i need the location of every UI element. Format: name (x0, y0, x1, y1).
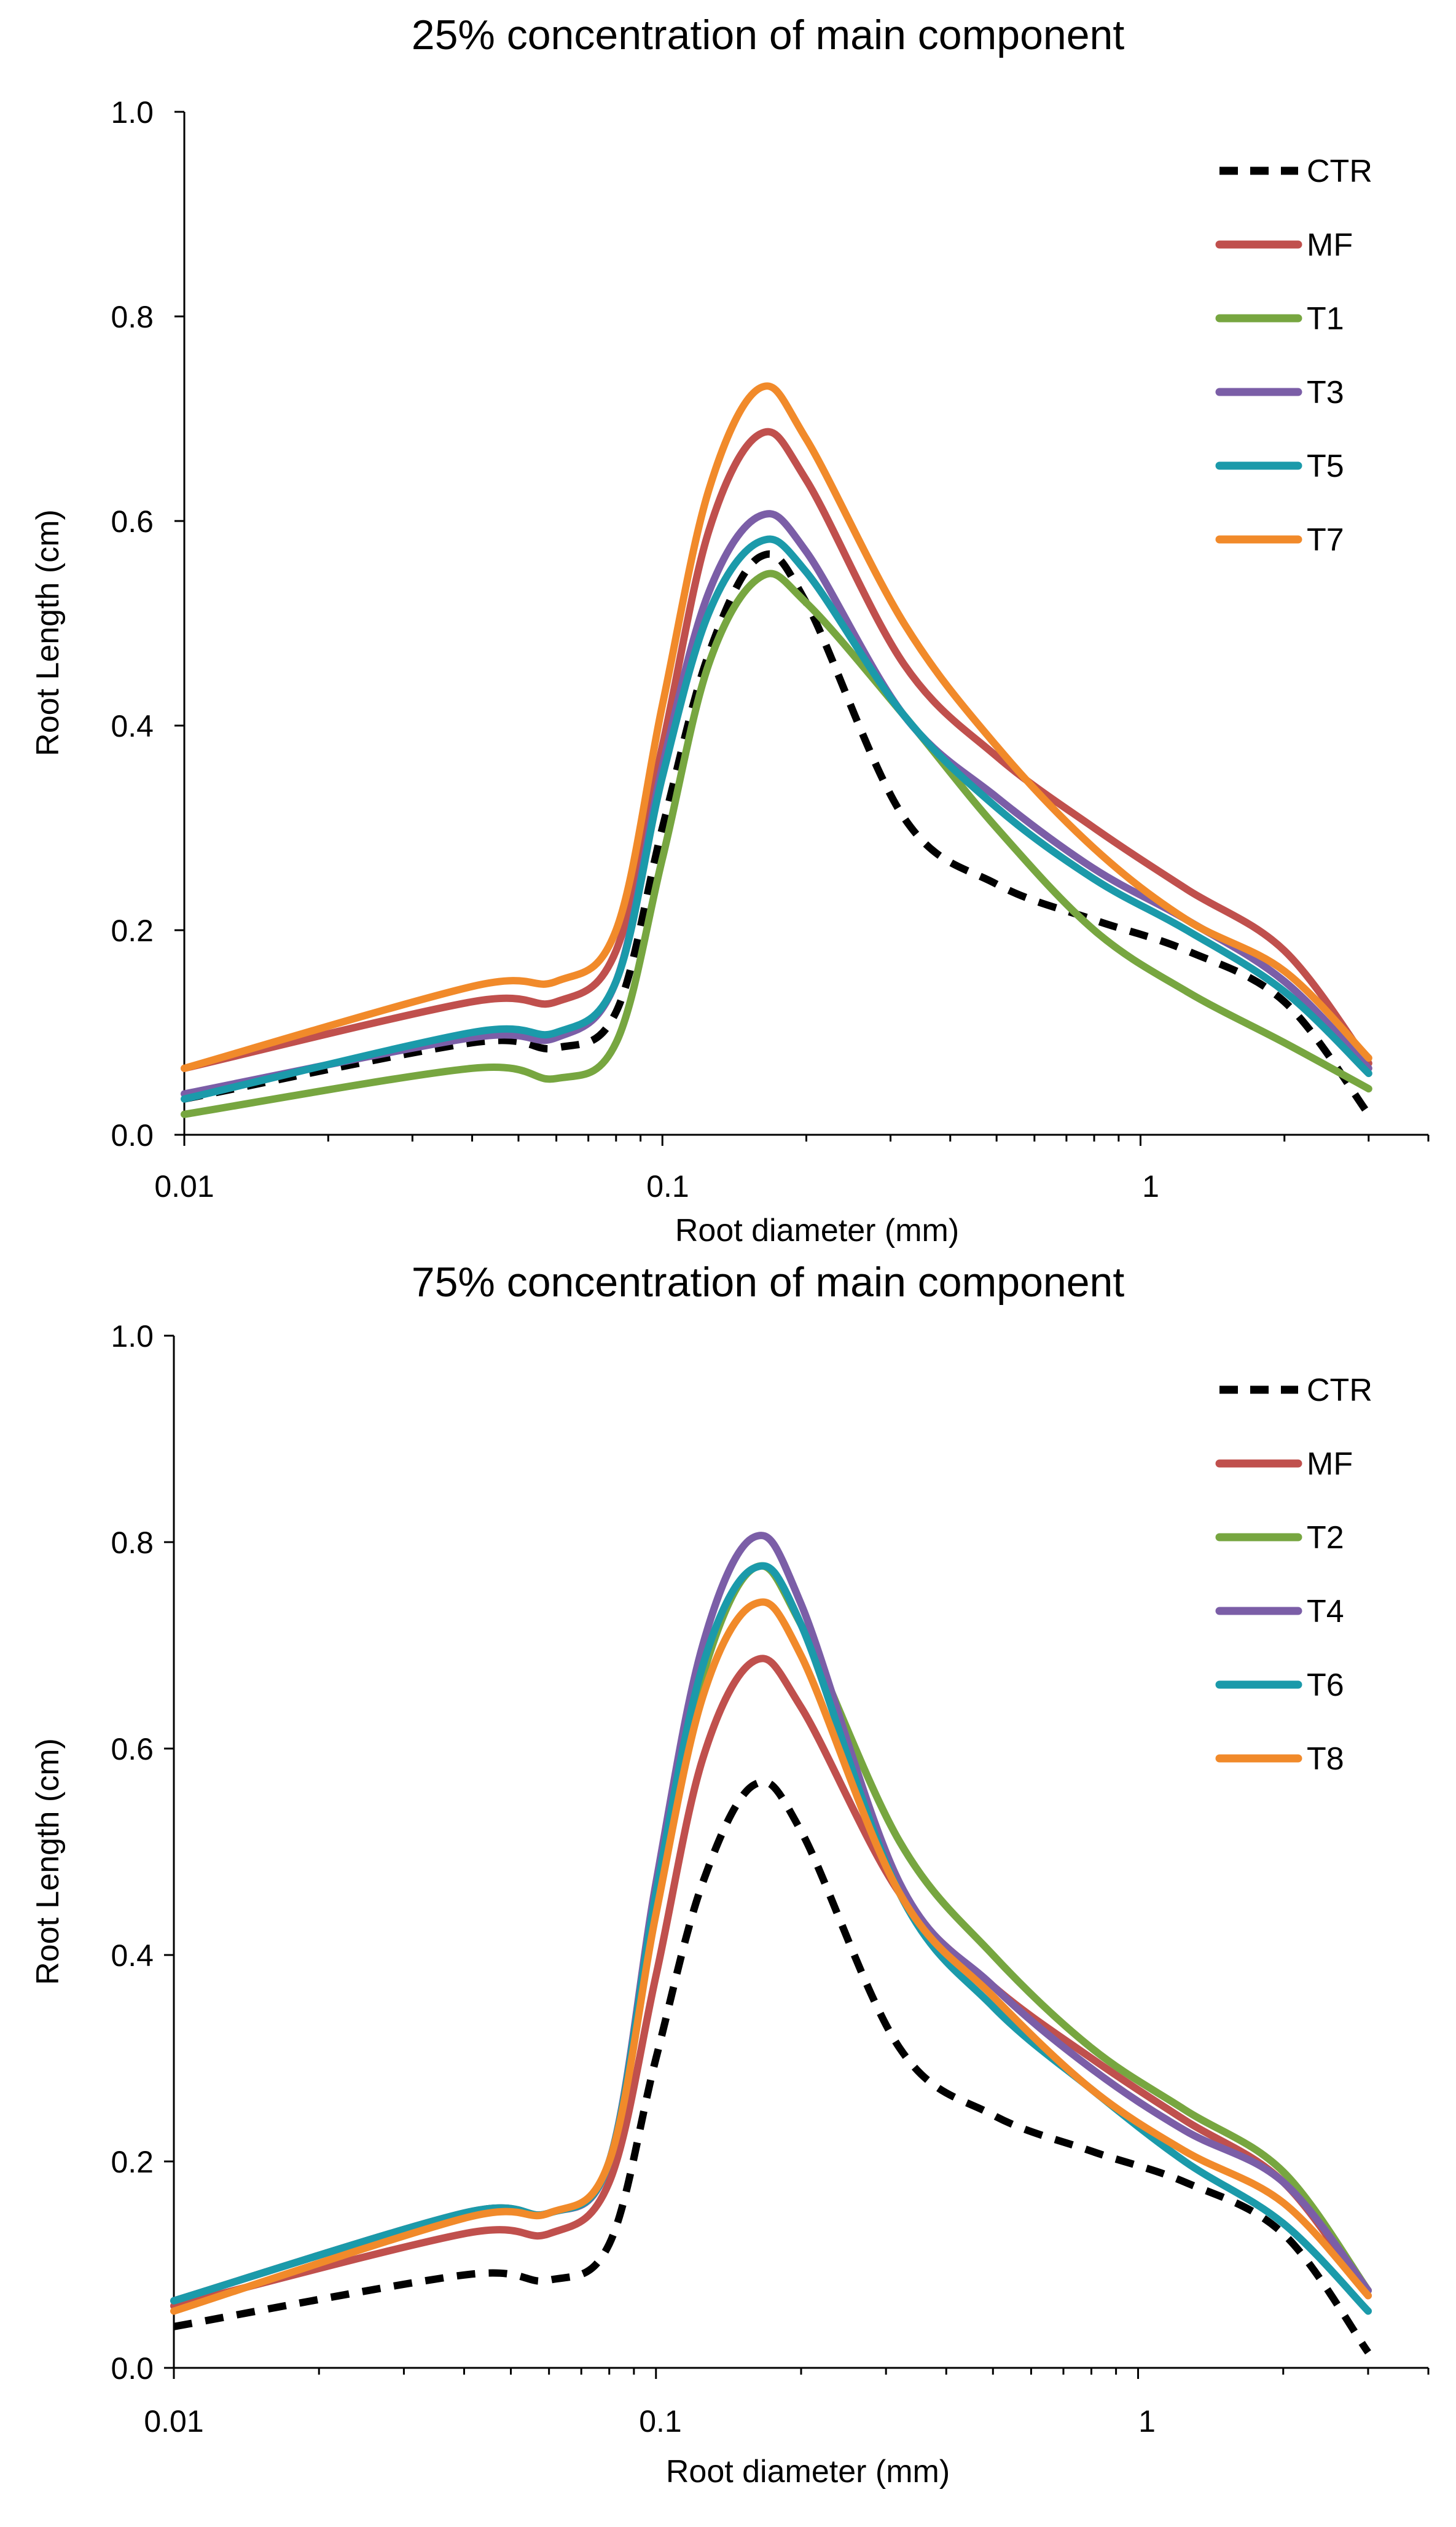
plot-area (164, 1334, 1430, 2379)
legend-label: CTR (1307, 1373, 1372, 1408)
x-tick-label: 1 (1138, 2404, 1156, 2439)
y-tick-label: 0.2 (111, 914, 154, 948)
legend-label: MF (1307, 1446, 1353, 1482)
series-line-t3 (181, 510, 1372, 1098)
series-line-t5 (181, 535, 1372, 1103)
legend-entry: MF (1215, 227, 1353, 263)
x-tick-label: 0.01 (154, 1169, 214, 1204)
legend-entry: MF (1215, 1446, 1353, 1482)
y-tick-label: 0.4 (111, 1938, 154, 1973)
legend: CTR MF T1 T3 T5 T7 (1215, 154, 1372, 558)
series-line-mf (170, 1655, 1372, 2310)
chart-title: 25% concentration of main component (412, 12, 1125, 58)
legend-entry: T1 (1215, 301, 1344, 337)
x-axis-label: Root diameter (mm) (666, 2454, 950, 2490)
series-line-mf (181, 428, 1372, 1072)
legend-entry: T7 (1215, 522, 1344, 558)
legend-label: T4 (1307, 1594, 1344, 1629)
y-tick-label: 0.2 (111, 2145, 154, 2179)
x-tick-label: 1 (1142, 1169, 1159, 1204)
legend-entry: T2 (1215, 1520, 1344, 1556)
y-tick-label: 1.0 (111, 95, 154, 130)
legend-entry: T6 (1215, 1667, 1344, 1703)
legend: CTR MF T2 T4 T6 T8 (1215, 1373, 1372, 1777)
chart-panel-1: 25% concentration of main component 0.0 … (30, 12, 1430, 1248)
x-tick-label: 0.1 (639, 2404, 682, 2439)
chart-title: 75% concentration of main component (412, 1259, 1125, 1306)
y-tick-label: 0.8 (111, 300, 154, 334)
series-line-t2 (170, 1562, 1372, 2305)
y-tick-label: 0.0 (111, 2351, 154, 2386)
legend-entry: T3 (1215, 375, 1344, 410)
y-tick-label: 0.8 (111, 1526, 154, 1560)
series-line-t7 (181, 382, 1372, 1072)
y-tick-label: 1.0 (111, 1319, 154, 1354)
legend-entry: T4 (1215, 1594, 1344, 1629)
y-axis-label: Root Length (cm) (30, 1738, 66, 1985)
legend-label: CTR (1307, 154, 1372, 189)
legend-label: T6 (1307, 1667, 1344, 1703)
legend-entry: T5 (1215, 449, 1344, 484)
y-tick-label: 0.6 (111, 504, 154, 539)
y-tick-label: 0.4 (111, 709, 154, 743)
legend-label: T5 (1307, 449, 1344, 484)
y-tick-labels: 0.0 0.2 0.4 0.6 0.8 1.0 (111, 95, 154, 1153)
x-tick-labels: 0.01 0.1 1 (154, 1169, 1159, 1204)
series-line-t8 (170, 1598, 1372, 2315)
chart-panel-2: 75% concentration of main component 0.0 … (30, 1259, 1430, 2490)
legend-entry: CTR (1219, 1373, 1372, 1408)
x-tick-labels: 0.01 0.1 1 (144, 2404, 1156, 2439)
x-axis-label: Root diameter (mm) (675, 1213, 959, 1248)
x-tick-label: 0.01 (144, 2404, 203, 2439)
y-tick-label: 0.6 (111, 1732, 154, 1766)
y-tick-labels: 0.0 0.2 0.4 0.6 0.8 1.0 (111, 1319, 154, 2386)
legend-label: MF (1307, 227, 1353, 263)
y-axis-label: Root Length (cm) (30, 509, 66, 756)
legend-label: T3 (1307, 375, 1344, 410)
series-line-t1 (181, 570, 1372, 1118)
legend-label: T7 (1307, 522, 1344, 558)
legend-label: T2 (1307, 1520, 1344, 1556)
series-line-ctr (183, 550, 1372, 1117)
plot-area (174, 111, 1430, 1146)
legend-label: T1 (1307, 301, 1344, 337)
x-tick-label: 0.1 (646, 1169, 689, 1204)
series-line-t6 (170, 1562, 1372, 2315)
series-line-ctr (173, 1778, 1371, 2355)
legend-label: T8 (1307, 1741, 1344, 1777)
y-tick-label: 0.0 (111, 1118, 154, 1153)
legend-entry: CTR (1219, 154, 1372, 189)
legend-entry: T8 (1215, 1741, 1344, 1777)
